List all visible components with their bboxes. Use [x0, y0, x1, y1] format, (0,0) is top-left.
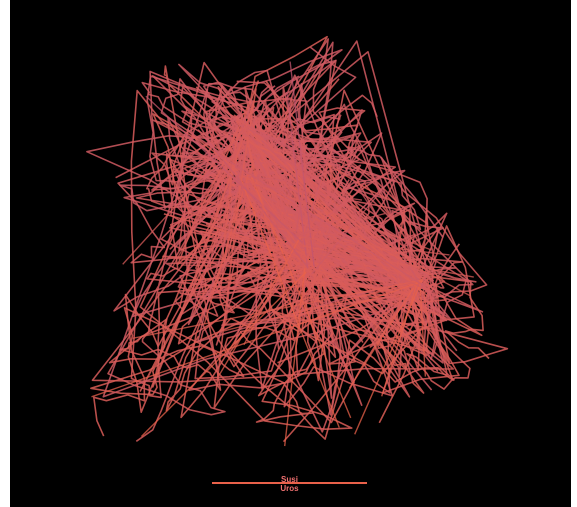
- route-segment: [253, 242, 296, 282]
- route-path: [123, 88, 431, 414]
- route-path: [131, 46, 357, 318]
- route-segment: [247, 125, 309, 157]
- route-segment: [381, 281, 419, 397]
- legend-line: [212, 482, 367, 484]
- route-segment: [419, 279, 427, 377]
- route-segment: [242, 175, 472, 297]
- route-segment: [238, 175, 340, 428]
- route-segment: [243, 182, 363, 201]
- legend-label-susi: Susi: [281, 475, 298, 484]
- route-segment: [223, 280, 424, 332]
- route-segment: [254, 222, 305, 266]
- route-segment: [232, 264, 313, 278]
- route-segment: [216, 152, 424, 286]
- route-segment: [249, 178, 307, 296]
- route-segment: [250, 179, 334, 295]
- route-segment: [145, 95, 303, 243]
- route-segment: [305, 268, 327, 285]
- route-segment: [171, 134, 246, 269]
- route-segment: [239, 175, 247, 203]
- route-segment: [296, 236, 450, 256]
- route-segment: [243, 125, 282, 277]
- route-path: [160, 40, 458, 352]
- route-segment: [295, 212, 386, 237]
- route-segment: [289, 61, 316, 272]
- route-segment: [203, 174, 249, 325]
- route-segment: [348, 281, 418, 389]
- route-segment: [344, 167, 424, 288]
- route-path: [165, 152, 368, 284]
- legend: Susi Uros: [212, 476, 367, 506]
- route-segment: [240, 130, 321, 184]
- route-segment: [217, 235, 302, 377]
- route-segment: [354, 279, 424, 435]
- route-segment: [208, 125, 248, 227]
- route-segment: [238, 124, 294, 152]
- route-segment: [297, 219, 341, 236]
- route-segment: [301, 157, 328, 245]
- route-segment: [140, 271, 307, 437]
- route-segment: [284, 268, 306, 447]
- route-segment: [91, 281, 421, 398]
- route-path: [214, 114, 428, 357]
- route-segment: [205, 137, 309, 269]
- route-segment: [311, 171, 398, 275]
- route-path: [190, 164, 425, 394]
- route-segment: [310, 267, 391, 294]
- legend-label-uros: Uros: [280, 484, 299, 493]
- route-path: [183, 82, 417, 280]
- route-segment: [190, 125, 250, 229]
- route-segment: [122, 128, 246, 265]
- route-segment: [267, 220, 425, 290]
- route-segment: [132, 279, 423, 339]
